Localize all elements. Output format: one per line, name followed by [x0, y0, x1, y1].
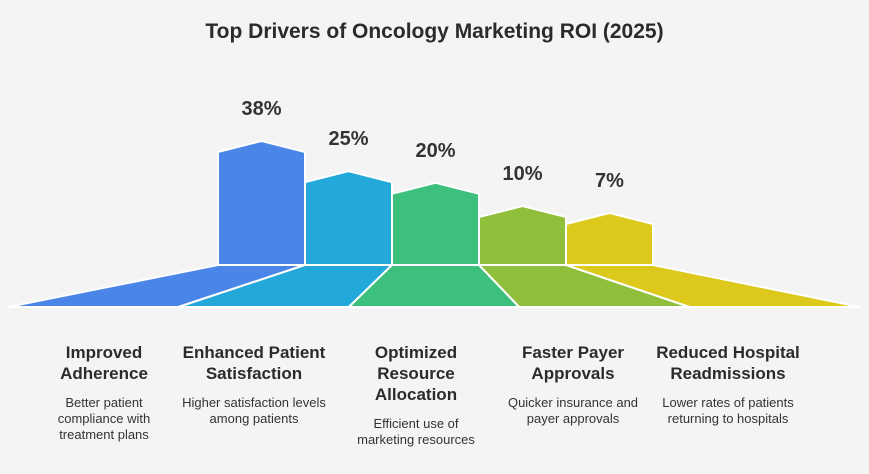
value-label-2: 25% — [328, 128, 368, 150]
value-label-3: 20% — [415, 140, 455, 162]
bar-1 — [217, 140, 306, 266]
category-label: Optimized Resource Allocation — [374, 343, 458, 404]
category-1: Improved Adherence Better patient complia… — [19, 342, 189, 443]
chart-title: Top Drivers of Oncology Marketing ROI (2… — [205, 20, 664, 43]
value-label-1: 38% — [241, 98, 281, 120]
category-description: Better patient compliance with treatment… — [57, 395, 151, 442]
category-description: Efficient use of marketing resources — [357, 416, 475, 447]
bar-4 — [478, 205, 567, 266]
bar-2 — [304, 170, 393, 266]
category-label: Improved Adherence — [60, 343, 148, 383]
category-3: Optimized Resource Allocation Efficient u… — [331, 342, 501, 448]
category-2: Enhanced Patient Satisfaction Higher sati… — [169, 342, 339, 427]
category-5: Reduced Hospital Readmissions Lower rates… — [643, 342, 813, 427]
value-label-5: 7% — [595, 170, 624, 192]
category-label: Reduced Hospital Readmissions — [656, 343, 800, 383]
category-4: Faster Payer Approvals Quicker insurance … — [488, 342, 658, 427]
category-description: Higher satisfaction levels among patient… — [182, 395, 326, 426]
category-label: Faster Payer Approvals — [521, 343, 625, 383]
category-label: Enhanced Patient Satisfaction — [182, 343, 326, 383]
bar-5 — [565, 212, 654, 266]
category-description: Lower rates of patients returning to hos… — [662, 395, 794, 426]
bar-3 — [391, 181, 480, 266]
value-label-4: 10% — [502, 163, 542, 185]
category-description: Quicker insurance and payer approvals — [507, 395, 639, 426]
